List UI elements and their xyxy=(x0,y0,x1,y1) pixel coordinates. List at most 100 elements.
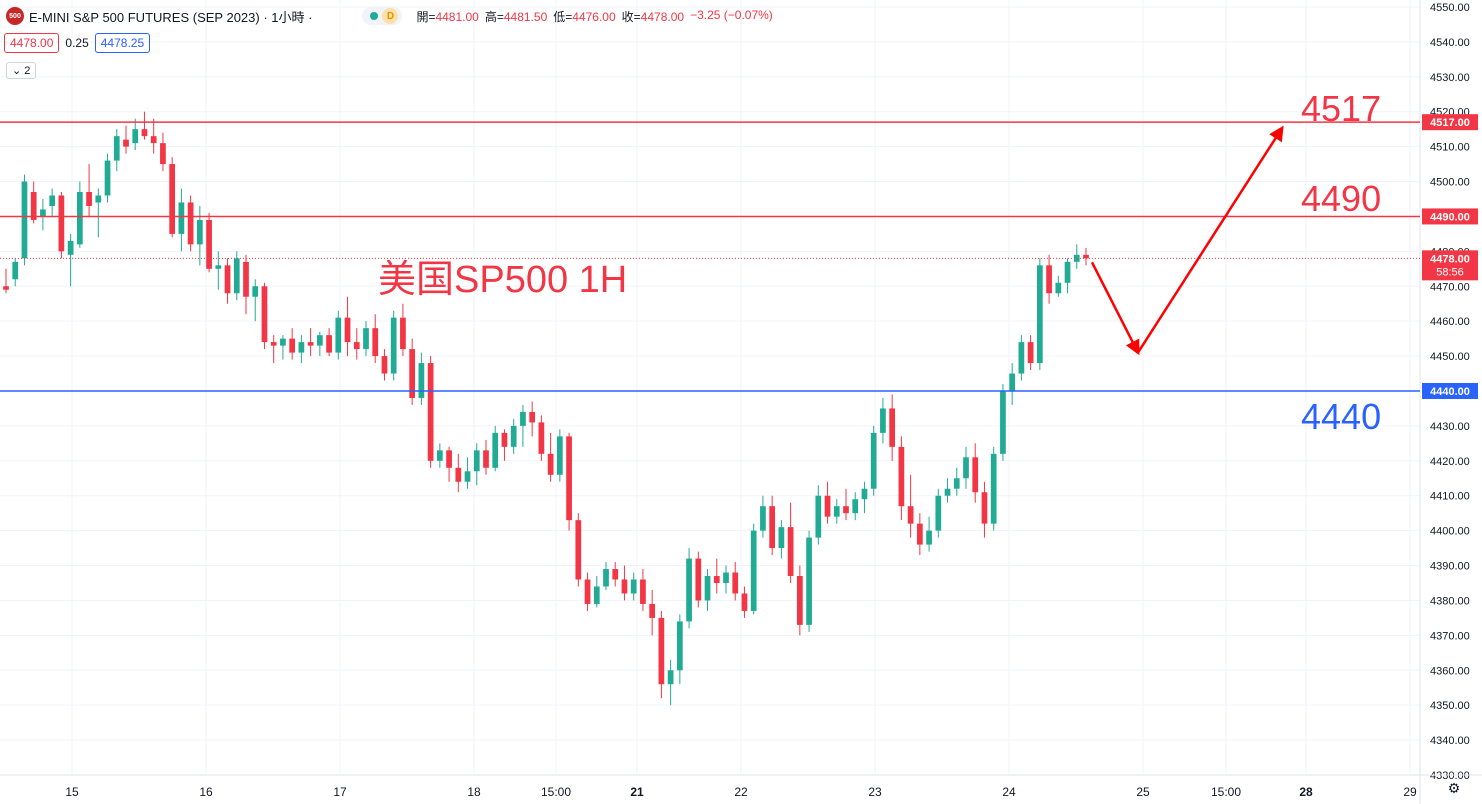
candle-body xyxy=(427,363,434,461)
y-tick-label: 4540.00 xyxy=(1430,37,1470,49)
candle-body xyxy=(206,219,212,269)
ohlc-readout: 開=4481.00 高=4481.50 低=4476.00 收=4478.00 … xyxy=(416,8,772,25)
candle-body xyxy=(750,530,757,611)
chart-header: 500 E-MINI S&P 500 FUTURES (SEP 2023) · … xyxy=(6,5,773,27)
candle-body xyxy=(529,411,536,423)
candle-body xyxy=(215,265,222,269)
candle-body xyxy=(944,488,951,496)
candle-body xyxy=(1027,342,1034,364)
last-price-tag xyxy=(1422,250,1478,281)
candle-body xyxy=(418,363,425,398)
y-tick-label: 4410.00 xyxy=(1430,491,1470,503)
level-label-4517: 4517 xyxy=(1301,88,1382,129)
market-status-icon xyxy=(370,12,379,20)
close-label: 收= xyxy=(621,9,641,24)
level-price-tag-label: 4490.00 xyxy=(1430,211,1470,223)
candle-body xyxy=(113,136,120,161)
candle-body xyxy=(649,603,656,618)
candle-body xyxy=(833,506,840,517)
candle-body xyxy=(196,219,203,245)
candle-body xyxy=(1046,265,1052,294)
x-tick-label: 15:00 xyxy=(541,785,571,799)
candle-body xyxy=(843,506,849,514)
candle-body xyxy=(12,261,19,280)
candle-body xyxy=(1083,254,1089,259)
y-tick-label: 4500.00 xyxy=(1430,177,1470,189)
projection-arrow-down xyxy=(1090,261,1140,356)
candle-body xyxy=(630,579,637,594)
candle-body xyxy=(141,129,148,137)
candle-body xyxy=(344,317,351,343)
indicators-toggle-button[interactable]: ⌄ 2 xyxy=(6,62,37,79)
candle-body xyxy=(640,579,646,604)
candle-body xyxy=(824,495,831,517)
candle-body xyxy=(150,136,157,144)
y-tick-label: 4460.00 xyxy=(1430,316,1470,328)
x-tick-label: 16 xyxy=(199,785,213,799)
settings-gear-icon[interactable]: ⚙ xyxy=(1447,780,1461,796)
high-value: 4481.50 xyxy=(503,9,548,24)
candle-body xyxy=(593,586,600,604)
candle-body xyxy=(58,195,65,252)
x-tick-label: 21 xyxy=(630,785,644,799)
candle-body xyxy=(455,467,462,482)
candle-body xyxy=(861,488,868,500)
candle-body xyxy=(123,139,129,147)
level-price-tag-label: 4440.00 xyxy=(1430,386,1470,398)
candle-body xyxy=(584,579,591,604)
candle-body xyxy=(169,164,176,234)
close-value: 4478.00 xyxy=(640,9,685,24)
candle-body xyxy=(316,335,323,346)
delayed-badge: D xyxy=(382,8,399,24)
last-price-label: 4478.00 xyxy=(1430,253,1470,265)
y-tick-label: 4340.00 xyxy=(1430,735,1470,747)
candle-body xyxy=(760,506,766,531)
status-pill[interactable]: D xyxy=(362,7,403,25)
candle-body xyxy=(464,471,471,482)
y-tick-label: 4350.00 xyxy=(1430,700,1470,712)
x-tick-label: 22 xyxy=(734,785,748,799)
candle-body xyxy=(695,558,702,601)
candle-body xyxy=(473,450,480,472)
y-tick-label: 4390.00 xyxy=(1430,561,1470,573)
candle-body xyxy=(880,408,886,433)
candle-body xyxy=(132,129,139,144)
x-tick-label: 23 xyxy=(868,785,882,799)
candle-body xyxy=(704,576,711,601)
candle-body xyxy=(353,342,360,350)
candle-body xyxy=(769,506,776,549)
last-price-countdown: 58:56 xyxy=(1436,266,1464,278)
y-tick-label: 4530.00 xyxy=(1430,72,1470,84)
y-tick-label: 4400.00 xyxy=(1430,526,1470,538)
candle-body xyxy=(658,617,665,685)
high-label: 高= xyxy=(484,9,504,24)
low-value: 4476.00 xyxy=(572,9,616,24)
candle-body xyxy=(40,209,46,217)
y-tick-label: 4370.00 xyxy=(1430,630,1470,642)
candle-body xyxy=(446,450,452,468)
symbol-title[interactable]: E-MINI S&P 500 FUTURES (SEP 2023) · 1小時 … xyxy=(29,9,313,25)
candle-body xyxy=(686,558,692,622)
candle-body xyxy=(335,317,342,353)
quote-panel: 4478.00 0.25 4478.25 xyxy=(4,33,151,53)
buy-price-button[interactable]: 4478.25 xyxy=(94,33,151,53)
candle-body xyxy=(556,436,563,475)
y-tick-label: 4330.00 xyxy=(1430,770,1470,782)
sell-price-button[interactable]: 4478.00 xyxy=(4,33,60,53)
candle-body xyxy=(21,181,28,259)
candle-body xyxy=(732,572,739,594)
candle-body xyxy=(1000,390,1006,454)
candle-body xyxy=(603,569,609,587)
candle-body xyxy=(3,286,9,290)
candle-body xyxy=(390,317,397,374)
open-value: 4481.00 xyxy=(435,9,479,24)
y-tick-label: 4450.00 xyxy=(1430,351,1470,363)
candle-body xyxy=(76,192,83,245)
level-price-tag-label: 4517.00 xyxy=(1430,117,1470,129)
candle-body xyxy=(852,499,859,514)
candle-body xyxy=(566,436,572,521)
y-tick-label: 4550.00 xyxy=(1430,2,1470,14)
y-tick-label: 4380.00 xyxy=(1430,595,1470,607)
